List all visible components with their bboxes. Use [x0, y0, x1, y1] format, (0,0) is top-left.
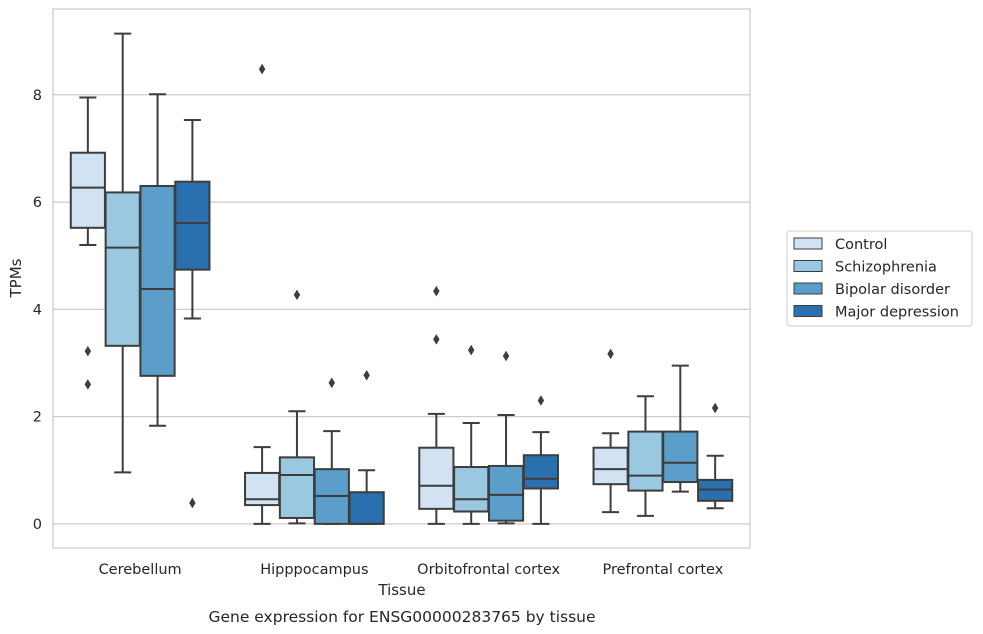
box-3-2	[662, 364, 699, 493]
box-iqr	[662, 430, 699, 484]
box-3-1	[627, 395, 664, 517]
box-0-3	[174, 119, 211, 509]
legend-label: Bipolar disorder	[835, 282, 950, 298]
legend-label: Major depression	[835, 305, 959, 321]
outlier-point	[502, 350, 510, 362]
outlier-point	[189, 497, 196, 509]
outlier-point	[433, 334, 440, 345]
outlier-point	[467, 344, 475, 356]
legend-label: Control	[835, 237, 887, 253]
outlier-point	[607, 348, 614, 360]
box-iqr	[104, 191, 141, 347]
box-0-1	[104, 32, 141, 474]
chart-caption: Gene expression for ENSG00000283765 by t…	[208, 608, 595, 626]
outlier-point	[363, 370, 370, 381]
outlier-point	[258, 63, 266, 75]
plot-frame	[52, 8, 751, 549]
y-tick-label: 2	[33, 410, 42, 426]
box-iqr	[522, 454, 559, 490]
outlier-point	[711, 402, 719, 414]
box-iqr	[592, 446, 629, 486]
y-tick-label: 8	[33, 88, 42, 104]
legend-frame	[786, 230, 973, 327]
box-1-0	[244, 63, 281, 525]
outlier-point	[328, 377, 336, 389]
box-iqr	[278, 456, 316, 519]
box-2-1	[453, 344, 490, 525]
x-tick-label: Orbitofrontal cortex	[417, 562, 560, 578]
outlier-point	[84, 345, 92, 357]
legend-swatch	[793, 260, 823, 272]
y-axis-label: TPMs	[7, 258, 25, 298]
box-iqr	[244, 471, 281, 507]
box-iqr	[348, 491, 385, 525]
x-tick-label: Prefrontal cortex	[602, 562, 723, 578]
legend: Control Schizophrenia Bipolar disorder Majo…	[786, 230, 973, 327]
box-2-0	[418, 285, 455, 525]
x-tick-labels: Cerebellum Hipppocampus Orbitofrontal cort…	[99, 562, 724, 578]
box-iqr	[418, 446, 455, 510]
box-3-0	[592, 348, 629, 514]
y-tick-label: 0	[33, 517, 42, 533]
box-iqr	[627, 430, 664, 492]
legend-swatch	[793, 305, 823, 317]
box-iqr	[487, 464, 525, 522]
box-iqr	[139, 184, 176, 377]
outlier-point	[293, 289, 301, 301]
box-iqr	[453, 466, 490, 513]
boxes	[69, 32, 734, 525]
legend-label: Schizophrenia	[835, 260, 937, 276]
outlier-point	[433, 285, 440, 297]
outlier-point	[537, 395, 545, 406]
legend-swatch	[793, 282, 823, 295]
box-0-2	[139, 93, 176, 427]
box-iqr	[174, 180, 211, 271]
box-2-2	[487, 350, 525, 525]
box-1-2	[313, 377, 350, 525]
outlier-point	[84, 379, 92, 390]
y-tick-label: 6	[33, 195, 42, 211]
box-1-1	[278, 289, 316, 525]
x-tick-label: Cerebellum	[99, 562, 182, 578]
box-2-3	[522, 395, 559, 525]
box-iqr	[69, 151, 106, 229]
y-tick-labels: 0 2 4 6 8	[33, 88, 42, 533]
box-3-3	[697, 402, 734, 510]
box-0-0	[69, 96, 106, 390]
y-tick-label: 4	[33, 302, 42, 318]
x-axis-label: Tissue	[377, 581, 425, 599]
x-tick-label: Hipppocampus	[260, 562, 368, 578]
box-1-3	[348, 370, 385, 525]
legend-swatch	[793, 237, 823, 250]
